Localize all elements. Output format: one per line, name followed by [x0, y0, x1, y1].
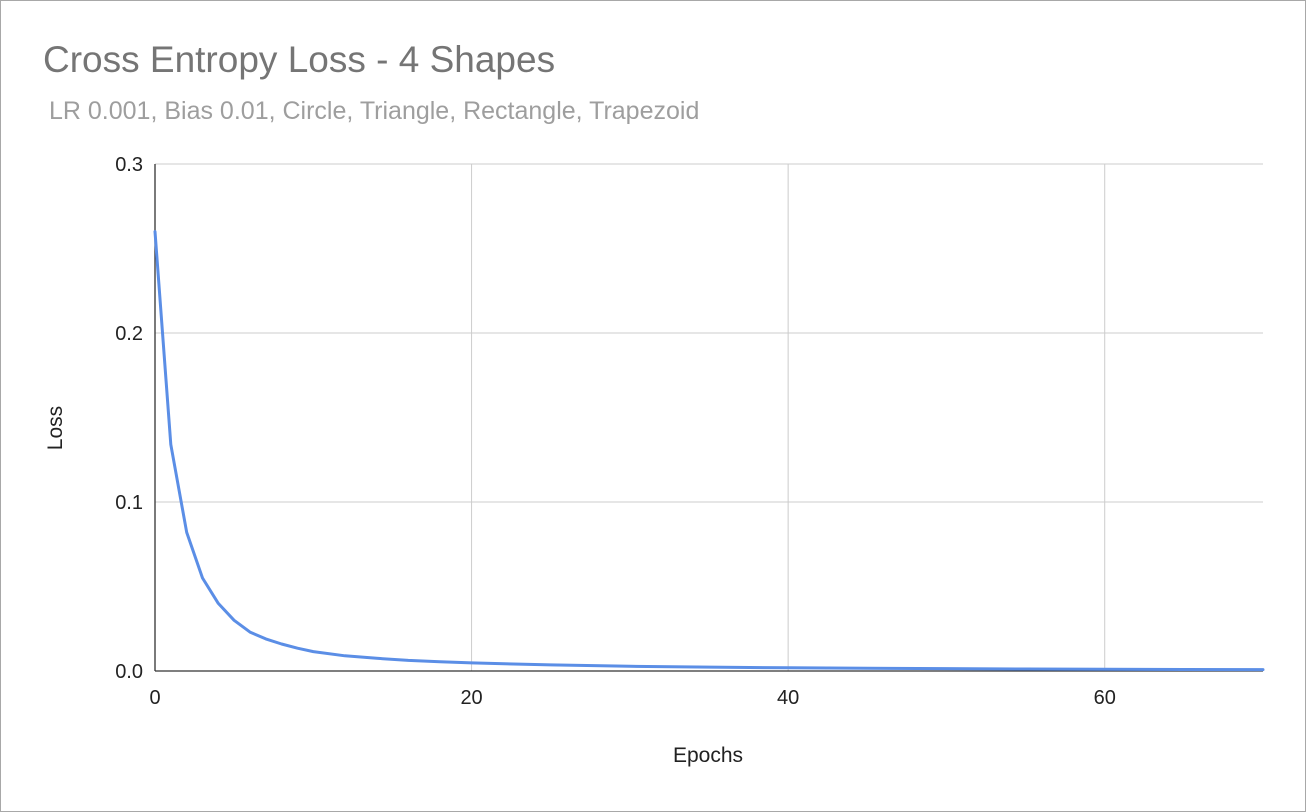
- tick-labels: 0.0 0.1 0.2 0.3 0 20 40 60: [115, 154, 1116, 709]
- loss-series-line: [153, 230, 1265, 672]
- chart-subtitle: LR 0.001, Bias 0.01, Circle, Triangle, R…: [49, 97, 700, 125]
- x-tick-label: 60: [1094, 687, 1116, 709]
- y-tick-label: 0.2: [115, 323, 143, 345]
- x-tick-label: 40: [777, 687, 799, 709]
- gridlines: [155, 163, 1263, 671]
- series-layer: [153, 230, 1265, 672]
- x-axis-title: Epochs: [673, 744, 743, 767]
- x-tick-label: 20: [460, 687, 482, 709]
- axes: [154, 164, 1263, 672]
- y-tick-label: 0.3: [115, 154, 143, 176]
- y-tick-label: 0.0: [115, 661, 143, 683]
- x-tick-label: 0: [149, 687, 160, 709]
- chart-title: Cross Entropy Loss - 4 Shapes: [43, 39, 556, 80]
- y-axis-title: Loss: [44, 406, 67, 450]
- y-tick-label: 0.1: [115, 492, 143, 514]
